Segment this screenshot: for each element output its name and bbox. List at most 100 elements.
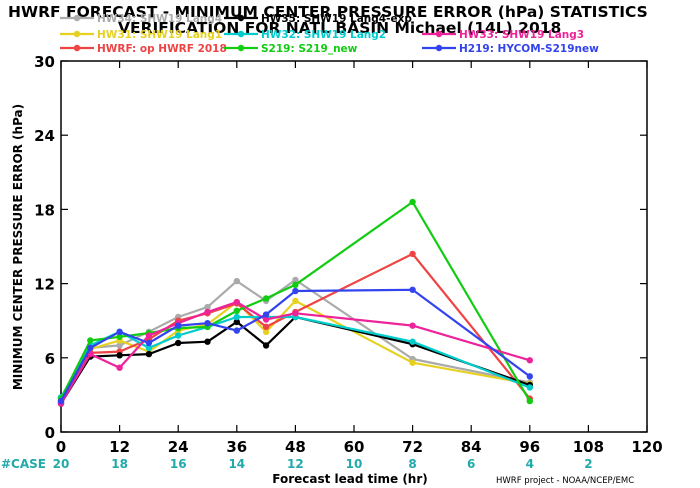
series-1-point-7 <box>262 328 270 336</box>
series-5-point-9 <box>409 198 416 206</box>
x-tick-label-1: 12 <box>109 438 130 456</box>
legend-label-4: HW32: SHW19 Lang2 <box>261 29 386 41</box>
series-0-point-6 <box>233 277 240 285</box>
series-7-point-6 <box>233 327 240 334</box>
y-axis-label: MINIMUM CENTER PRESSURE ERROR (hPa) <box>11 104 25 390</box>
series-line-4 <box>60 315 531 398</box>
case-count-1: 18 <box>111 457 128 471</box>
series-1-point-9 <box>409 359 416 366</box>
series-4-point-4 <box>175 332 182 339</box>
x-axis: 0 12 24 36 48 60 72 84 96 108 120 <box>56 61 663 456</box>
plot-frame <box>60 60 648 433</box>
x-tick-label-8: 96 <box>519 438 540 456</box>
series-7-point-5 <box>204 319 211 327</box>
legend-label-7: H219: HYCOM-S219new <box>459 43 599 55</box>
case-count-6: 8 <box>408 457 416 471</box>
legend-label-0: HW34: SHW19 Lang4 <box>97 13 222 25</box>
case-count-5: 10 <box>346 457 363 471</box>
series-5-point-6 <box>233 307 240 315</box>
legend: HW34: SHW19 Lang4 HW31: SHW19 Lang1 HWRF: … <box>60 13 599 55</box>
legend-marker-5 <box>237 44 245 52</box>
legend-marker-3 <box>237 14 245 22</box>
x-tick-label-2: 24 <box>168 438 189 456</box>
x-tick-label-6: 72 <box>402 438 423 456</box>
case-counts: 20 18 16 14 12 10 8 6 4 2 <box>53 457 593 471</box>
series-7-point-7 <box>262 311 270 318</box>
legend-marker-4 <box>237 30 245 38</box>
x-tick-label-3: 36 <box>226 438 247 456</box>
series-6-point-8 <box>292 310 299 317</box>
series-3-point-6 <box>233 318 240 326</box>
case-count-2: 16 <box>170 457 187 471</box>
y-tick-label-3: 18 <box>34 201 55 219</box>
case-count-0: 20 <box>53 457 70 471</box>
case-count-9: 2 <box>584 457 592 471</box>
series-3-point-3 <box>145 350 153 358</box>
series-1-point-8 <box>292 297 299 305</box>
series-5-point-7 <box>262 295 270 302</box>
x-tick-label-7: 84 <box>461 438 482 456</box>
series-6-point-5 <box>204 308 211 316</box>
series-7-point-10 <box>526 373 533 380</box>
series-7-point-4 <box>175 322 182 329</box>
legend-marker-7 <box>435 44 443 52</box>
series-7-point-9 <box>409 286 416 293</box>
x-tick-label-10: 120 <box>631 438 662 456</box>
series-group <box>57 198 533 407</box>
series-3-point-2 <box>116 352 123 359</box>
legend-label-6: HW33: SHW19 Lang3 <box>459 29 584 41</box>
legend-marker-0 <box>73 14 81 22</box>
series-4-point-9 <box>409 338 416 345</box>
series-4-point-10 <box>526 384 533 391</box>
x-tick-label-0: 0 <box>56 438 66 456</box>
series-7-point-3 <box>145 339 153 347</box>
series-4-point-6 <box>233 313 240 321</box>
series-6-point-10 <box>526 357 533 364</box>
series-2-point-7 <box>262 323 270 331</box>
series-7-point-2 <box>116 328 123 336</box>
series-6-point-2 <box>116 364 123 371</box>
x-tick-label-5: 60 <box>344 438 365 456</box>
y-tick-label-1: 6 <box>45 350 55 368</box>
series-4-point-3 <box>145 344 153 352</box>
y-tick-label-0: 0 <box>45 424 55 442</box>
series-7-point-0 <box>57 397 65 405</box>
case-count-3: 14 <box>228 457 245 471</box>
series-7-point-1 <box>87 344 94 352</box>
series-6-point-6 <box>233 298 240 306</box>
y-tick-label-2: 12 <box>34 276 55 294</box>
y-tick-label-5: 30 <box>34 53 55 71</box>
series-7-point-8 <box>292 287 299 295</box>
case-label: #CASE <box>1 457 46 471</box>
chart-subtitle: VERIFICATION FOR NATL BASIN Michael (14L… <box>118 19 561 37</box>
series-5-point-2 <box>116 333 123 340</box>
case-count-8: 4 <box>526 457 534 471</box>
series-6-point-7 <box>262 316 270 323</box>
case-count-7: 6 <box>467 457 475 471</box>
x-tick-label-9: 108 <box>573 438 604 456</box>
series-0-point-8 <box>292 276 299 284</box>
y-tick-label-4: 24 <box>34 127 55 145</box>
series-3-point-7 <box>262 342 270 349</box>
series-5-point-8 <box>292 281 299 289</box>
legend-label-3: HW35: SHW19 Lang4-exp <box>261 13 412 25</box>
legend-label-2: HWRF: op HWRF 2018 <box>97 43 227 55</box>
chart-title: HWRF FORECAST - MINIMUM CENTER PRESSURE … <box>8 3 648 21</box>
legend-label-1: HW31: SHW19 Lang1 <box>97 29 222 41</box>
series-2-point-9 <box>409 250 416 258</box>
series-6-point-3 <box>145 332 153 339</box>
series-5-point-1 <box>87 337 94 344</box>
series-3-point-4 <box>175 339 182 347</box>
series-0-point-5 <box>204 303 211 311</box>
legend-marker-6 <box>435 30 443 38</box>
case-count-4: 12 <box>287 457 304 471</box>
credit-text: HWRF project - NOAA/NCEP/EMC <box>496 476 634 486</box>
series-0-point-2 <box>116 342 123 349</box>
series-6-point-9 <box>409 322 416 329</box>
series-line-2 <box>60 252 531 402</box>
legend-marker-1 <box>73 30 81 38</box>
series-3-point-5 <box>204 338 211 345</box>
x-tick-label-4: 48 <box>285 438 306 456</box>
x-axis-label: Forecast lead time (hr) <box>272 472 428 486</box>
